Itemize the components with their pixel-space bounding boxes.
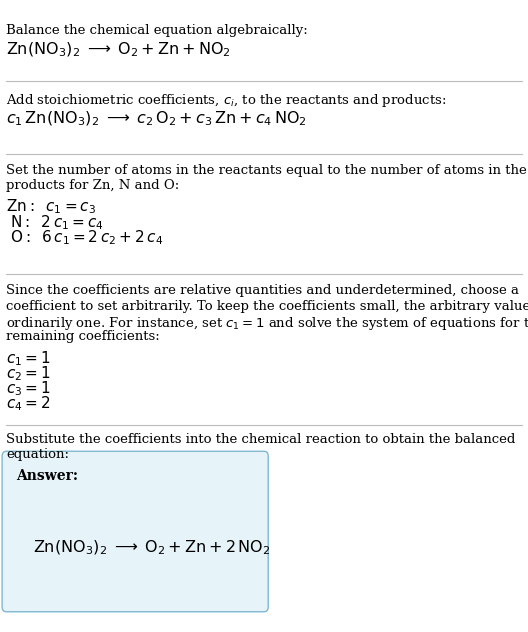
Text: $c_1 = 1$: $c_1 = 1$ [6, 349, 51, 368]
Text: Answer:: Answer: [16, 469, 78, 483]
Text: $\;\mathrm{O:}\;\;6\,c_1 = 2\,c_2 + 2\,c_4$: $\;\mathrm{O:}\;\;6\,c_1 = 2\,c_2 + 2\,c… [6, 229, 164, 248]
Text: ordinarily one. For instance, set $c_1 = 1$ and solve the system of equations fo: ordinarily one. For instance, set $c_1 =… [6, 315, 528, 332]
Text: $\;\mathrm{N:}\;\;2\,c_1 = c_4$: $\;\mathrm{N:}\;\;2\,c_1 = c_4$ [6, 213, 104, 232]
Text: Substitute the coefficients into the chemical reaction to obtain the balanced: Substitute the coefficients into the che… [6, 433, 516, 446]
Text: remaining coefficients:: remaining coefficients: [6, 330, 160, 343]
Text: equation:: equation: [6, 448, 69, 461]
Text: Balance the chemical equation algebraically:: Balance the chemical equation algebraica… [6, 24, 308, 37]
Text: $c_2 = 1$: $c_2 = 1$ [6, 364, 51, 383]
Text: $\mathrm{Zn(NO_3)_2}\;\longrightarrow\;\mathrm{O_2 + Zn + NO_2}$: $\mathrm{Zn(NO_3)_2}\;\longrightarrow\;\… [6, 41, 231, 59]
Text: Set the number of atoms in the reactants equal to the number of atoms in the: Set the number of atoms in the reactants… [6, 164, 527, 178]
Text: coefficient to set arbitrarily. To keep the coefficients small, the arbitrary va: coefficient to set arbitrarily. To keep … [6, 300, 528, 313]
Text: Add stoichiometric coefficients, $c_i$, to the reactants and products:: Add stoichiometric coefficients, $c_i$, … [6, 92, 447, 109]
Text: products for Zn, N and O:: products for Zn, N and O: [6, 179, 180, 193]
FancyBboxPatch shape [2, 451, 268, 612]
Text: Since the coefficients are relative quantities and underdetermined, choose a: Since the coefficients are relative quan… [6, 284, 520, 298]
Text: $c_1\,\mathrm{Zn(NO_3)_2}\;\longrightarrow\;c_2\,\mathrm{O_2} + c_3\,\mathrm{Zn}: $c_1\,\mathrm{Zn(NO_3)_2}\;\longrightarr… [6, 110, 307, 128]
Text: $c_3 = 1$: $c_3 = 1$ [6, 379, 51, 398]
Text: $\mathrm{Zn(NO_3)_2}\;\longrightarrow\;\mathrm{O_2 + Zn + 2\,NO_2}$: $\mathrm{Zn(NO_3)_2}\;\longrightarrow\;\… [33, 538, 270, 557]
Text: $\mathrm{Zn:}\;\;c_1 = c_3$: $\mathrm{Zn:}\;\;c_1 = c_3$ [6, 197, 97, 216]
Text: $c_4 = 2$: $c_4 = 2$ [6, 394, 51, 413]
